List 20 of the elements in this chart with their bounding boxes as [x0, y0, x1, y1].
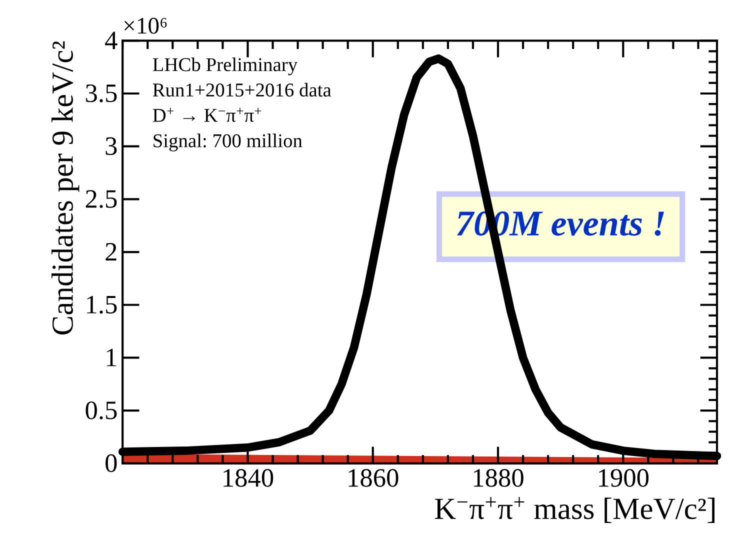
annotation: Signal: 700 million	[154, 134, 302, 152]
annotation: Run1+2015+2016 data	[152, 82, 332, 97]
y-tick-label: 4	[105, 32, 118, 50]
x-tick-label: 1840	[224, 469, 274, 487]
x-axis-title: K$^{−}$π$^{+}$π$^{+}$ mass [MeV/c²]	[434, 496, 714, 523]
x-tick-label: 1900	[599, 469, 649, 487]
y-tick-label: 3	[106, 137, 117, 156]
y-axis-title: Candidates per 9 keV/c²	[51, 41, 80, 335]
y-tick-label: 0	[106, 454, 117, 472]
y-tick-label: 2.5	[86, 190, 117, 208]
text: ×10⁶	[124, 18, 167, 34]
annotation: LHCb Preliminary	[152, 58, 298, 76]
y-tick-label: 2	[106, 242, 116, 260]
y-tick-label: 0.5	[86, 401, 117, 420]
y-tick-label: 3.5	[86, 84, 117, 102]
y-tick-label: 1	[106, 348, 116, 366]
annotation: D$^{+}$ → K$^{−}$π$^{+}$π$^{+}$	[152, 108, 262, 122]
x-tick-label: 1860	[348, 469, 398, 487]
y-tick-label: 1.5	[87, 296, 117, 314]
x-tick-label: 1880	[474, 469, 524, 487]
